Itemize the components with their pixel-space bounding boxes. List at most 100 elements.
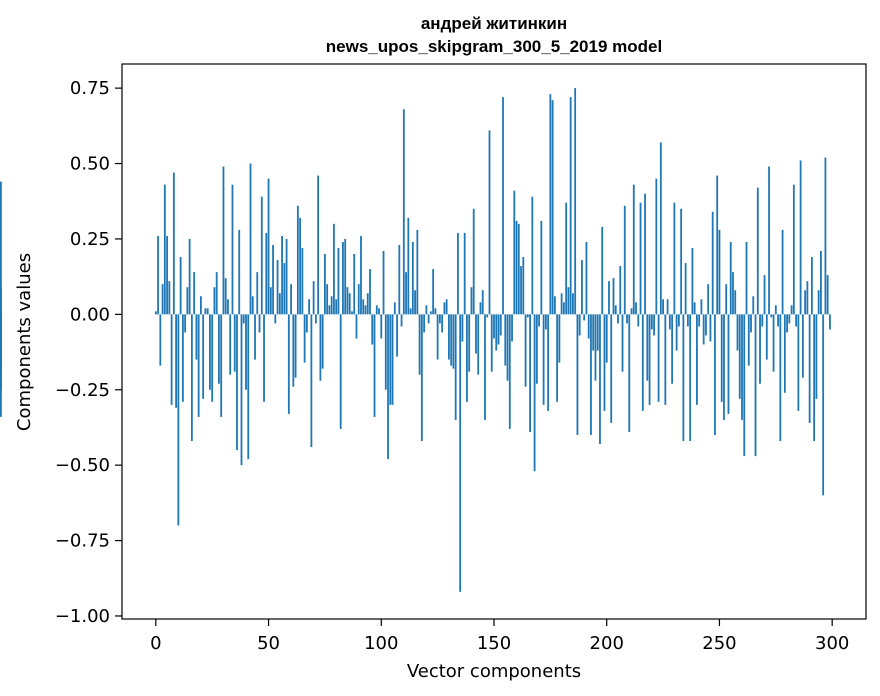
bar-79 (333, 223, 335, 315)
bar-276 (777, 314, 779, 327)
bar-284 (795, 314, 798, 327)
bar-251 (720, 314, 723, 402)
bar-60 (290, 284, 292, 315)
bar-283 (792, 184, 795, 315)
bar-93 (364, 305, 367, 315)
bar-56 (281, 235, 283, 315)
bar-188 (578, 314, 581, 336)
x-axis-ticks: 0 50 100 150 200 250 300 (150, 619, 849, 654)
bar-229 (671, 314, 674, 384)
bar-215 (639, 202, 642, 315)
bar-53 (274, 314, 277, 324)
bar-182 (565, 202, 568, 315)
bar-40 (245, 314, 247, 390)
bar-203 (612, 278, 615, 315)
bar-98 (375, 305, 378, 315)
bar-155 (504, 314, 507, 366)
bar-297 (824, 157, 827, 315)
bar-217 (644, 193, 646, 315)
bar-227 (666, 299, 669, 315)
bar-46 (258, 314, 261, 333)
bar-257 (734, 290, 737, 315)
bar-293 (815, 314, 818, 399)
bar-87 (351, 311, 353, 315)
bar-128 (443, 302, 446, 315)
bar-152 (497, 314, 500, 345)
bar-236 (686, 314, 689, 327)
bar-240 (696, 314, 698, 405)
bar-160 (515, 220, 518, 315)
bar-144 (479, 302, 482, 315)
bar-undefined (0, 299, 2, 315)
bar-298 (826, 275, 829, 315)
bar-2 (159, 314, 162, 366)
bar-24 (209, 314, 211, 390)
bar-174 (547, 314, 550, 411)
bar-125 (436, 314, 439, 360)
bar-225 (662, 299, 664, 315)
bar-45 (256, 272, 259, 315)
bar-267 (756, 187, 759, 315)
bar-159 (513, 190, 516, 315)
bar-21 (202, 314, 205, 399)
bar-247 (711, 211, 714, 315)
bar-248 (714, 314, 716, 435)
bar-12 (181, 314, 184, 402)
bar-113 (409, 308, 412, 315)
bar-245 (707, 284, 710, 315)
bar-209 (626, 314, 628, 324)
bar-49 (265, 232, 268, 315)
bar-242 (700, 299, 703, 315)
bar-250 (718, 229, 721, 315)
bar-99 (378, 308, 380, 315)
bar-166 (529, 314, 531, 432)
bar-97 (373, 314, 376, 417)
bar-73 (319, 314, 322, 381)
bar-18 (195, 314, 198, 360)
bar-198 (601, 226, 604, 315)
bar-81 (337, 247, 340, 315)
bar-50 (267, 178, 270, 315)
bar-64 (299, 217, 302, 315)
bar-158 (511, 314, 513, 342)
bar-23 (206, 308, 209, 315)
y-tick-label: 0.75 (70, 78, 110, 99)
bar-22 (204, 308, 207, 315)
bar-101 (382, 251, 385, 315)
bar-185 (572, 293, 574, 315)
bar-268 (759, 314, 761, 384)
bar-173 (544, 314, 547, 330)
bar-140 (470, 287, 473, 315)
bar-13 (184, 314, 187, 333)
bar-262 (745, 241, 748, 315)
bar-191 (585, 241, 588, 315)
bar-47 (260, 196, 263, 315)
bar-208 (623, 205, 626, 315)
bar-288 (804, 290, 807, 315)
bar-54 (276, 260, 279, 315)
bar-59 (287, 314, 290, 414)
bar-20 (200, 296, 202, 315)
bar-14 (186, 287, 189, 315)
bar-294 (817, 290, 820, 315)
bar-62 (294, 314, 297, 378)
bar-136 (461, 314, 464, 342)
bar-249 (716, 175, 719, 315)
bar-192 (587, 314, 590, 339)
bar-91 (360, 235, 362, 315)
bar-271 (765, 314, 768, 360)
bar-199 (603, 314, 606, 411)
bar-37 (238, 229, 241, 315)
bar-135 (459, 314, 462, 592)
x-tick-label: 150 (477, 633, 511, 654)
bar-263 (747, 314, 750, 366)
bar-109 (400, 314, 403, 327)
bar-80 (335, 299, 338, 315)
bar-10 (177, 314, 180, 526)
chart-title-line-2: news_upos_skipgram_300_5_2019 model (326, 37, 662, 56)
bar-137 (463, 232, 466, 315)
bar-131 (450, 314, 453, 366)
bar-34 (231, 184, 234, 315)
